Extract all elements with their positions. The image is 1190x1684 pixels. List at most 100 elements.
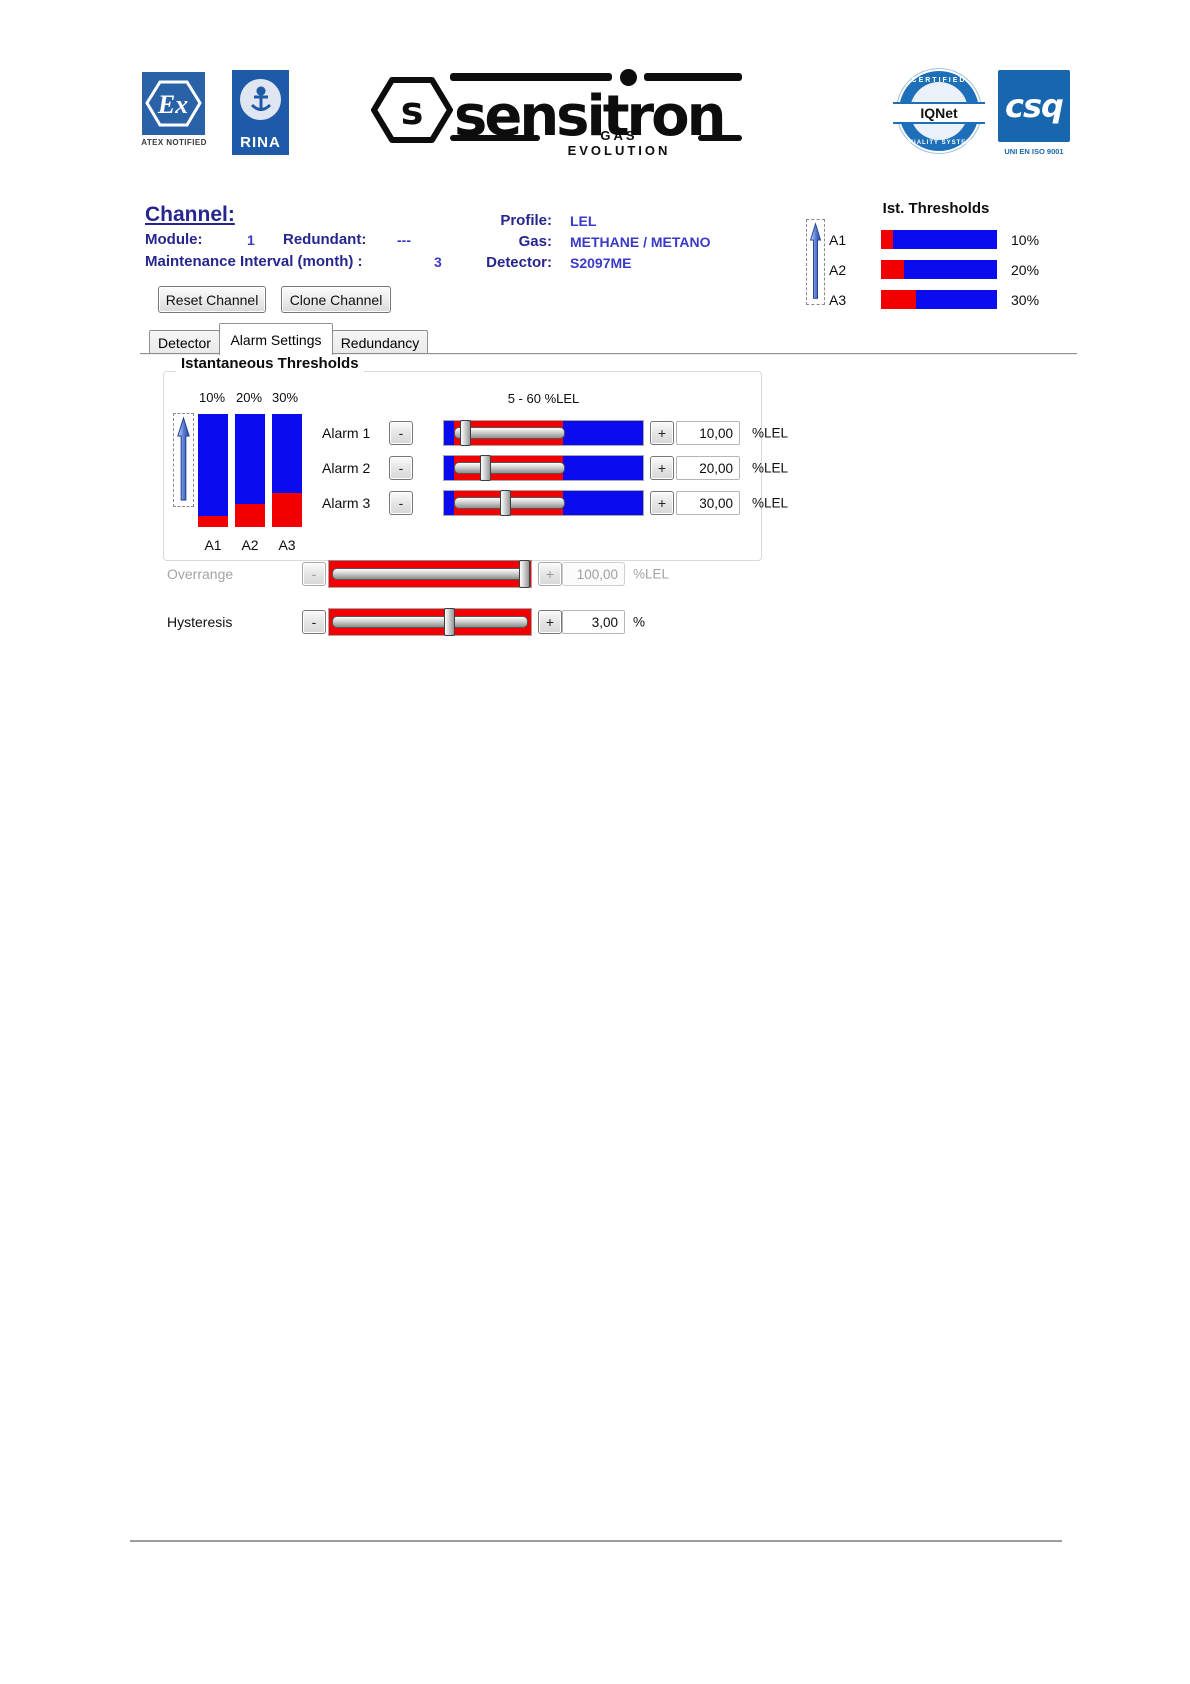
overrange-label: Overrange [167, 566, 234, 582]
hysteresis-slider-handle[interactable] [444, 608, 456, 636]
alarm1-row: Alarm 1 - + 10,00 %LEL [322, 420, 792, 446]
alarm2-increment-button[interactable]: + [650, 456, 674, 480]
ist-row-a2-value: 20% [1011, 262, 1040, 278]
clone-channel-button[interactable]: Clone Channel [281, 286, 391, 313]
ist-row-a1-fill [881, 230, 893, 249]
threshold-bar-a3 [272, 414, 302, 527]
hysteresis-slider-track[interactable] [328, 608, 532, 636]
overrange-slider-groove [332, 568, 528, 580]
module-label: Module: [145, 231, 203, 248]
tab-detector[interactable]: Detector [149, 330, 220, 354]
up-arrow-indicator [806, 219, 825, 305]
sensitron-tagline: GAS EVOLUTION [567, 128, 671, 158]
alarm2-row: Alarm 2 - + 20,00 %LEL [322, 455, 792, 481]
alarm3-row: Alarm 3 - + 30,00 %LEL [322, 490, 792, 516]
alarm1-increment-button[interactable]: + [650, 421, 674, 445]
csq-logo: csq [998, 70, 1070, 142]
channel-title: Channel: [145, 203, 235, 226]
alarm2-slider-groove[interactable] [453, 462, 566, 474]
hysteresis-increment-button[interactable]: + [538, 610, 562, 634]
overrange-value-input: 100,00 [562, 562, 625, 586]
rina-name: RINA [240, 134, 281, 151]
overrange-slider-handle [518, 560, 530, 588]
ist-row-a1-value: 10% [1011, 232, 1040, 248]
logo-bar [698, 135, 742, 141]
hysteresis-slider-groove[interactable] [332, 616, 528, 628]
alarm2-unit-label: %LEL [752, 460, 789, 476]
hysteresis-value-input[interactable]: 3,00 [562, 610, 625, 634]
gas-label: Gas: [518, 233, 552, 250]
alarm3-value-input[interactable]: 30,00 [676, 491, 740, 515]
alarm1-unit-label: %LEL [752, 425, 789, 441]
detector-value: S2097ME [570, 255, 632, 271]
hysteresis-label: Hysteresis [167, 614, 233, 630]
range-label: 5 - 60 %LEL [507, 391, 580, 406]
iqnet-arc-bottom: QUALITY SYSTEM [905, 140, 973, 146]
svg-text:Ex: Ex [157, 90, 188, 119]
up-arrow-icon [809, 222, 822, 299]
alarm1-value-input[interactable]: 10,00 [676, 421, 740, 445]
overrange-unit-label: %LEL [633, 566, 670, 582]
overrange-increment-button: + [538, 562, 562, 586]
threshold-bar-a3-fill [272, 493, 302, 527]
logo-bar [450, 135, 540, 141]
logo-bar [450, 73, 612, 81]
up-arrow-icon [177, 416, 190, 501]
alarm1-slider-handle[interactable] [459, 420, 471, 446]
sensitron-logo: s sensitron GAS EVOLUTION [350, 62, 742, 158]
tab-redundancy[interactable]: Redundancy [332, 330, 428, 354]
alarm2-slider-track[interactable] [443, 455, 644, 481]
csq-caption: UNI EN ISO 9001 [1004, 147, 1064, 156]
ex-hexagon-icon: Ex [145, 80, 202, 127]
logo-dot [620, 69, 637, 86]
ist-row-a3-bar [881, 290, 997, 309]
ist-row-a2-label: A2 [829, 262, 847, 278]
alarm3-increment-button[interactable]: + [650, 491, 674, 515]
svg-text:s: s [401, 89, 424, 133]
alarm2-slider-handle[interactable] [479, 455, 491, 481]
profile-label: Profile: [500, 212, 552, 229]
hysteresis-decrement-button[interactable]: - [302, 610, 326, 634]
track-segment [444, 421, 454, 445]
alarm3-slider-track[interactable] [443, 490, 644, 516]
alarm3-slider-handle[interactable] [499, 490, 511, 516]
reset-channel-button[interactable]: Reset Channel [158, 286, 266, 313]
redundant-value: --- [397, 232, 411, 248]
ist-row-a3-value: 30% [1011, 292, 1040, 308]
hysteresis-unit-label: % [633, 614, 646, 630]
gas-value: METHANE / METANO [570, 234, 711, 250]
bar-bottom-label-a3: A3 [278, 537, 296, 553]
profile-value: LEL [570, 213, 597, 229]
atex-logo: Ex [142, 72, 205, 135]
alarm3-decrement-button[interactable]: - [389, 491, 413, 515]
alarm1-slider-track[interactable] [443, 420, 644, 446]
track-segment [444, 491, 454, 515]
istantaneous-thresholds-group [163, 371, 762, 561]
track-segment [444, 456, 454, 480]
ist-row-a1-bar [881, 230, 997, 249]
alarm2-decrement-button[interactable]: - [389, 456, 413, 480]
overrange-decrement-button: - [302, 562, 326, 586]
rina-logo: RINA [232, 70, 289, 155]
overrange-row: Overrange - + 100,00 %LEL [167, 560, 697, 588]
atex-caption: ATEX NOTIFIED [141, 138, 207, 147]
bar-bottom-label-a1: A1 [204, 537, 222, 553]
track-segment [563, 491, 643, 515]
rina-emblem-icon [240, 79, 281, 120]
bar-top-label-30: 30% [271, 390, 299, 405]
alarm1-slider-groove[interactable] [453, 427, 566, 439]
detector-label: Detector: [486, 254, 552, 271]
page-footer-rule [130, 1540, 1062, 1542]
iqnet-name: IQNet [893, 102, 985, 124]
tab-alarm-settings[interactable]: Alarm Settings [219, 323, 333, 355]
alarm1-decrement-button[interactable]: - [389, 421, 413, 445]
module-value: 1 [247, 232, 255, 248]
threshold-bar-a2-fill [235, 504, 265, 527]
logo-bar [644, 73, 742, 81]
tab-panel-border [140, 353, 1077, 354]
bar-top-label-10: 10% [198, 390, 226, 405]
up-arrow-indicator [173, 413, 194, 507]
maintenance-value: 3 [434, 254, 442, 270]
alarm1-label: Alarm 1 [322, 425, 371, 441]
alarm2-value-input[interactable]: 20,00 [676, 456, 740, 480]
